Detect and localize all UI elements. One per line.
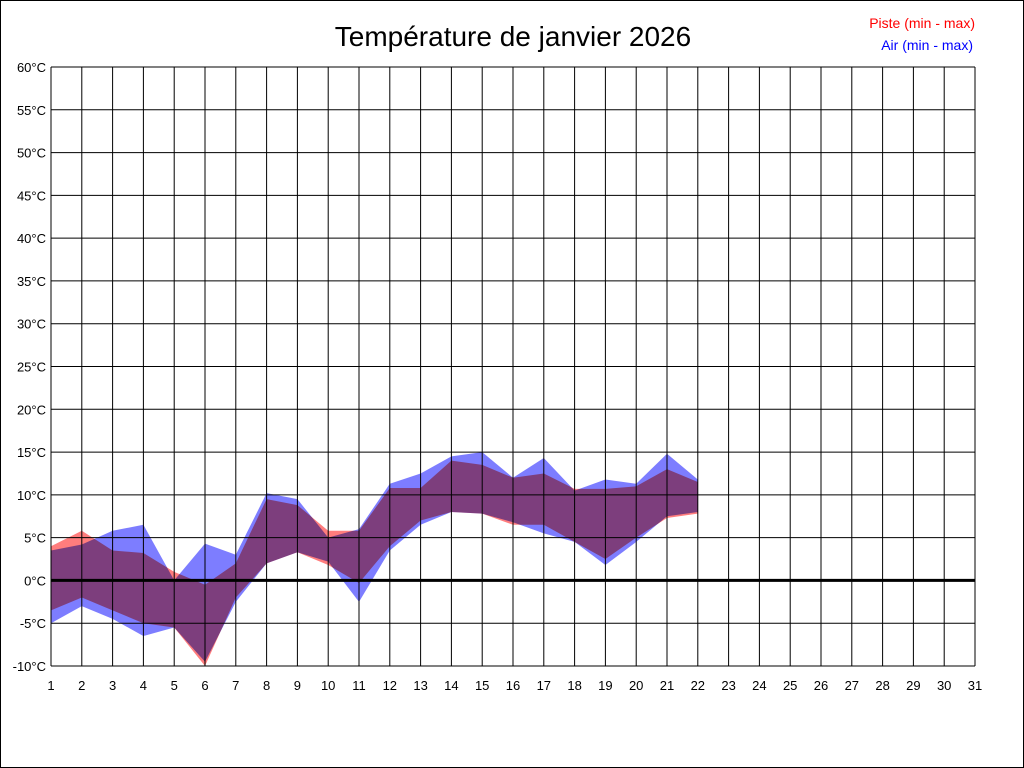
y-tick-label: 50°C bbox=[17, 146, 46, 161]
series-areas bbox=[51, 452, 975, 666]
x-tick-label: 9 bbox=[294, 678, 301, 693]
x-axis-ticks: 1 2 3 4 5 6 7 8 9 10 11 12 13 14 15 16 17 18 19 20 21 22 23 24 2… bbox=[47, 678, 982, 693]
y-tick-label: 25°C bbox=[17, 360, 46, 375]
x-tick-label: 21 bbox=[660, 678, 674, 693]
x-tick-label: 8 bbox=[263, 678, 270, 693]
x-tick-label: 18 bbox=[567, 678, 581, 693]
x-tick-label: 29 bbox=[906, 678, 920, 693]
x-tick-label: 4 bbox=[140, 678, 147, 693]
x-tick-label: 26 bbox=[814, 678, 828, 693]
x-tick-label: 1 bbox=[47, 678, 54, 693]
y-tick-label: 60°C bbox=[17, 60, 46, 75]
y-tick-label: 20°C bbox=[17, 402, 46, 417]
legend-entry-piste: Piste (min - max) bbox=[869, 15, 975, 31]
x-tick-label: 7 bbox=[232, 678, 239, 693]
x-tick-label: 27 bbox=[845, 678, 859, 693]
y-tick-label: 0°C bbox=[24, 573, 46, 588]
x-tick-label: 15 bbox=[475, 678, 489, 693]
x-tick-label: 5 bbox=[171, 678, 178, 693]
x-tick-label: 10 bbox=[321, 678, 335, 693]
x-tick-label: 6 bbox=[201, 678, 208, 693]
x-tick-label: 13 bbox=[413, 678, 427, 693]
x-tick-label: 31 bbox=[968, 678, 982, 693]
y-tick-label: 45°C bbox=[17, 188, 46, 203]
x-tick-label: 19 bbox=[598, 678, 612, 693]
chart-title: Température de janvier 2026 bbox=[335, 21, 691, 52]
y-tick-label: 10°C bbox=[17, 488, 46, 503]
y-tick-label: -10°C bbox=[13, 659, 46, 674]
x-tick-label: 30 bbox=[937, 678, 951, 693]
y-tick-label: 30°C bbox=[17, 317, 46, 332]
y-tick-label: 55°C bbox=[17, 103, 46, 118]
y-tick-label: 35°C bbox=[17, 274, 46, 289]
x-tick-label: 17 bbox=[537, 678, 551, 693]
y-tick-label: 15°C bbox=[17, 445, 46, 460]
x-tick-label: 24 bbox=[752, 678, 766, 693]
x-tick-label: 11 bbox=[352, 678, 366, 693]
legend-entry-air: Air (min - max) bbox=[881, 37, 973, 53]
x-tick-label: 2 bbox=[78, 678, 85, 693]
y-tick-label: -5°C bbox=[20, 616, 46, 631]
x-tick-label: 23 bbox=[721, 678, 735, 693]
x-tick-label: 3 bbox=[109, 678, 116, 693]
x-tick-label: 25 bbox=[783, 678, 797, 693]
x-tick-label: 12 bbox=[383, 678, 397, 693]
series-band-air bbox=[51, 452, 698, 662]
x-tick-label: 16 bbox=[506, 678, 520, 693]
y-tick-label: 5°C bbox=[24, 531, 46, 546]
x-tick-label: 20 bbox=[629, 678, 643, 693]
x-tick-label: 14 bbox=[444, 678, 458, 693]
y-tick-label: 40°C bbox=[17, 231, 46, 246]
x-tick-label: 22 bbox=[691, 678, 705, 693]
grid bbox=[50, 66, 976, 667]
x-tick-label: 28 bbox=[875, 678, 889, 693]
y-axis-ticks: 60°C 55°C 50°C 45°C 40°C 35°C 30°C 25°C 20°C 15°C… bbox=[13, 60, 46, 674]
